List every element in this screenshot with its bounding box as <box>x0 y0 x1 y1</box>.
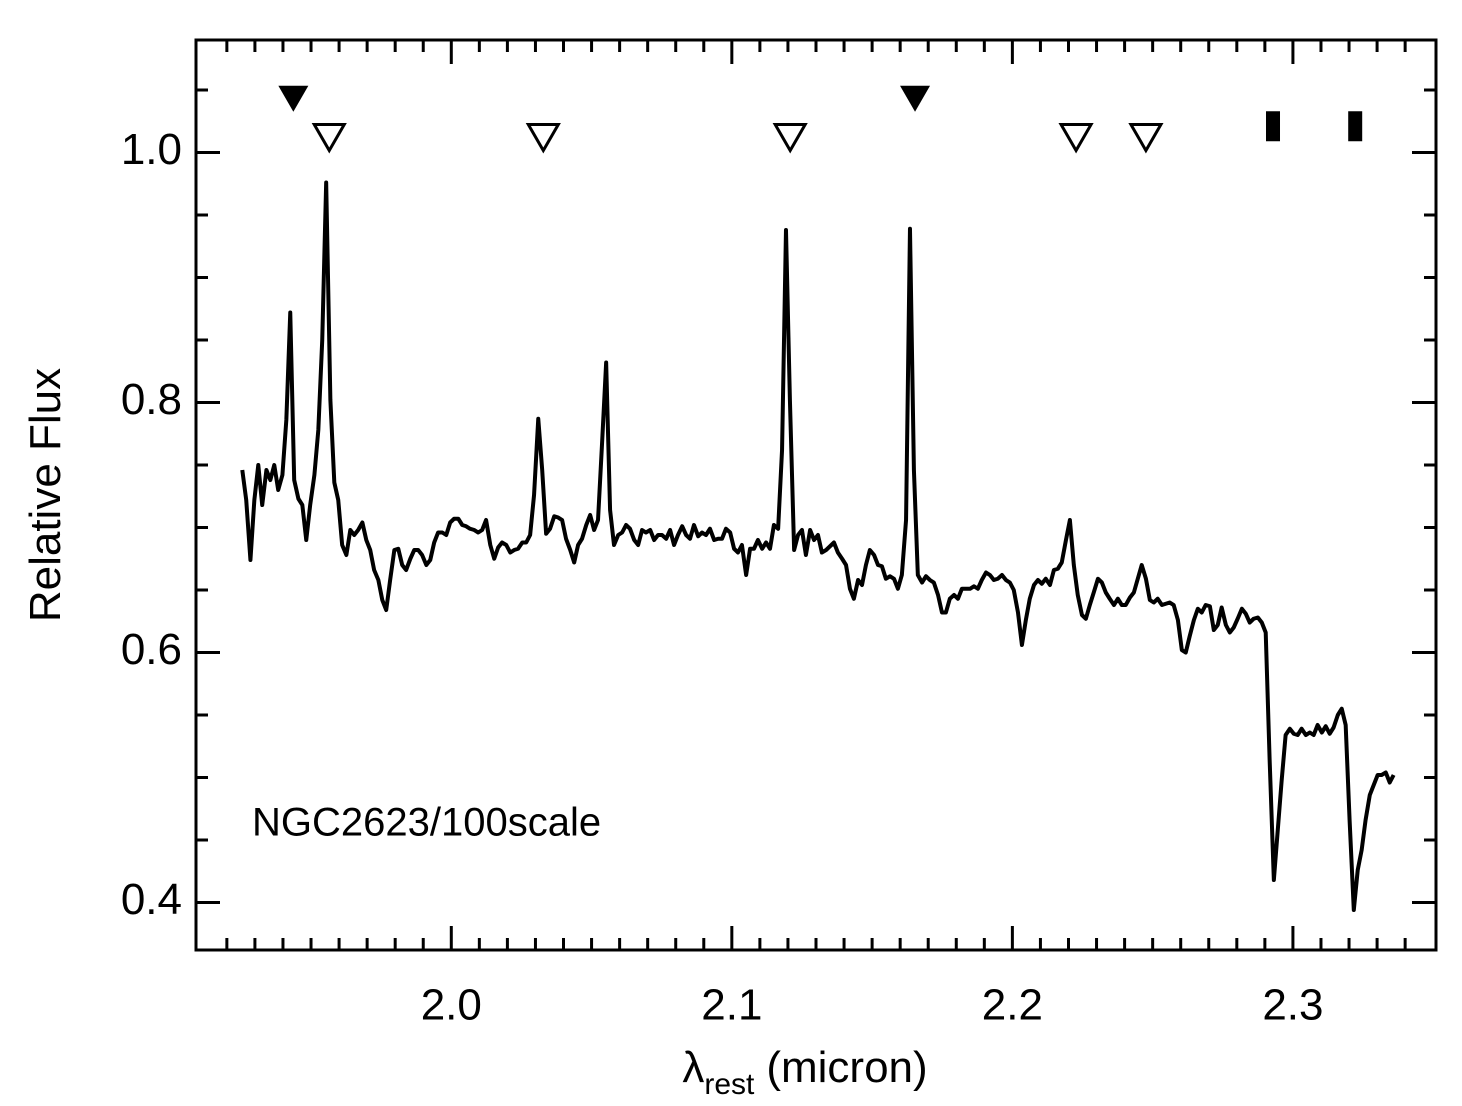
line-marker <box>1348 111 1363 142</box>
x-tick-label: 2.1 <box>701 981 762 1030</box>
x-label-unit: (micron) <box>766 1043 927 1092</box>
line-marker <box>525 123 561 154</box>
line-marker <box>1058 123 1094 154</box>
y-tick-label: 0.4 <box>121 875 182 924</box>
spectrum-line <box>240 180 1396 912</box>
line-marker <box>278 85 309 112</box>
x-tick-label: 2.2 <box>982 981 1043 1030</box>
line-marker <box>1266 111 1281 142</box>
y-tick-label: 0.6 <box>121 625 182 674</box>
annotation: NGC2623/100scale <box>252 801 601 845</box>
x-axis-label: λrest (micron) <box>682 1043 927 1101</box>
y-tick-label: 0.8 <box>121 375 182 424</box>
x-label-subscript: rest <box>704 1068 755 1101</box>
line-marker <box>311 123 347 154</box>
line-marker <box>900 85 931 112</box>
plot-frame <box>194 38 1438 952</box>
x-label-symbol: λ <box>682 1043 704 1092</box>
line-marker <box>1128 123 1164 154</box>
x-tick-label: 2.0 <box>421 981 482 1030</box>
line-marker <box>772 123 808 154</box>
y-axis-label: Relative Flux <box>21 368 70 622</box>
x-tick-label: 2.3 <box>1262 981 1323 1030</box>
y-tick-label: 1.0 <box>121 125 182 174</box>
